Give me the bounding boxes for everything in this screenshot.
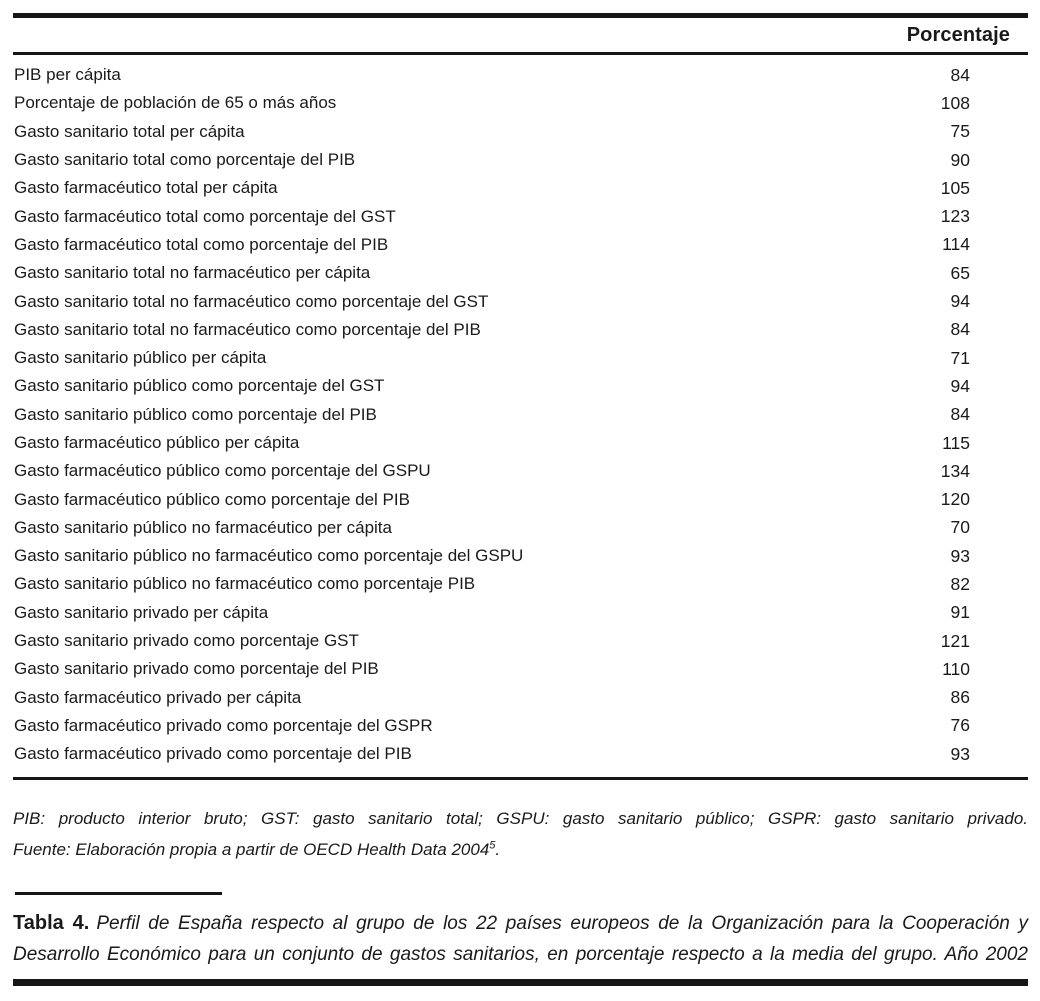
row-value: 71 xyxy=(950,347,970,368)
row-value: 94 xyxy=(950,291,970,312)
header-divider-rule xyxy=(13,52,1028,55)
table-row: Gasto farmacéutico público como porcenta… xyxy=(13,485,1028,513)
row-value: 90 xyxy=(950,149,970,170)
row-label: Gasto sanitario total como porcentaje de… xyxy=(14,150,356,170)
source-note-text: Fuente: Elaboración propia a partir de O… xyxy=(13,840,490,860)
row-value: 76 xyxy=(950,715,970,736)
row-label: Gasto sanitario privado como porcentaje … xyxy=(14,659,379,679)
row-label: Gasto sanitario total no farmacéutico co… xyxy=(14,291,489,311)
table-row: Gasto farmacéutico privado como porcenta… xyxy=(13,740,1028,768)
table-row: Gasto sanitario público no farmacéutico … xyxy=(13,570,1028,598)
row-value: 114 xyxy=(942,234,970,255)
table-row: Gasto farmacéutico público como porcenta… xyxy=(13,457,1028,485)
row-label: Gasto farmacéutico total como porcentaje… xyxy=(14,206,396,226)
table-row: Porcentaje de población de 65 o más años… xyxy=(13,89,1028,117)
row-value: 134 xyxy=(940,460,970,481)
table-row: Gasto sanitario privado como porcentaje … xyxy=(13,627,1028,655)
table-body: PIB per cápita 84 Porcentaje de població… xyxy=(13,55,1028,777)
table-row: Gasto sanitario total como porcentaje de… xyxy=(13,146,1028,174)
row-value: 84 xyxy=(950,319,970,340)
row-value: 110 xyxy=(942,658,970,679)
table-row: Gasto sanitario privado como porcentaje … xyxy=(13,655,1028,683)
row-label: Gasto sanitario privado per cápita xyxy=(14,602,269,622)
table-row: Gasto farmacéutico privado como porcenta… xyxy=(13,712,1028,740)
row-value: 91 xyxy=(950,602,970,623)
row-value: 65 xyxy=(950,262,970,283)
table-row: Gasto sanitario total per cápita 75 xyxy=(13,118,1028,146)
row-value: 120 xyxy=(940,489,970,510)
row-value: 93 xyxy=(950,545,970,566)
row-value: 75 xyxy=(950,121,970,142)
table-row: Gasto sanitario privado per cápita 91 xyxy=(13,599,1028,627)
table-row: Gasto sanitario público como porcentaje … xyxy=(13,401,1028,429)
row-label: Gasto sanitario público per cápita xyxy=(14,348,267,368)
table-footnotes: PIB: producto interior bruto; GST: gasto… xyxy=(13,803,1028,865)
caption-label: Tabla 4. xyxy=(13,912,90,935)
source-note: Fuente: Elaboración propia a partir de O… xyxy=(13,834,1028,865)
table-caption: Tabla 4. Perfil de España respecto al gru… xyxy=(13,908,1028,970)
row-value: 115 xyxy=(942,432,970,453)
row-value: 121 xyxy=(940,630,970,651)
row-label: Gasto farmacéutico privado como porcenta… xyxy=(14,744,412,764)
row-label: PIB per cápita xyxy=(14,65,121,85)
row-label: Gasto sanitario público como porcentaje … xyxy=(14,376,385,396)
row-label: Gasto farmacéutico total per cápita xyxy=(14,178,278,198)
table-row: Gasto farmacéutico total como porcentaje… xyxy=(13,202,1028,230)
row-value: 123 xyxy=(940,206,970,227)
row-value: 86 xyxy=(950,687,970,708)
table-row: Gasto sanitario público per cápita 71 xyxy=(13,344,1028,372)
row-label: Porcentaje de población de 65 o más años xyxy=(14,93,337,113)
row-label: Gasto sanitario público no farmacéutico … xyxy=(14,517,392,537)
row-label: Gasto farmacéutico público como porcenta… xyxy=(14,461,431,481)
table-row: Gasto sanitario público no farmacéutico … xyxy=(13,514,1028,542)
row-value: 82 xyxy=(950,573,970,594)
table-row: Gasto farmacéutico total como porcentaje… xyxy=(13,231,1028,259)
row-value: 70 xyxy=(950,517,970,538)
table-header-row: Porcentaje xyxy=(13,18,1028,52)
table-row: Gasto sanitario total no farmacéutico pe… xyxy=(13,259,1028,287)
page-bottom-bar xyxy=(13,979,1028,987)
table-row: Gasto sanitario público no farmacéutico … xyxy=(13,542,1028,570)
source-reference-superscript: 5 xyxy=(489,839,496,852)
row-value: 105 xyxy=(940,177,970,198)
row-label: Gasto farmacéutico público como porcenta… xyxy=(14,489,410,509)
source-note-period: . xyxy=(495,840,501,860)
row-label: Gasto sanitario público no farmacéutico … xyxy=(14,546,524,566)
table-block: Porcentaje PIB per cápita 84 Porcentaje … xyxy=(13,13,1028,987)
column-header-porcentaje: Porcentaje xyxy=(906,23,1010,46)
row-label: Gasto sanitario total no farmacéutico co… xyxy=(14,319,481,339)
caption-text: Perfil de España respecto al grupo de lo… xyxy=(13,913,1028,966)
row-label: Gasto farmacéutico público per cápita xyxy=(14,433,300,452)
row-label: Gasto sanitario total no farmacéutico pe… xyxy=(14,263,371,283)
table-row: Gasto farmacéutico total per cápita 105 xyxy=(13,174,1028,202)
row-label: Gasto farmacéutico privado como porcenta… xyxy=(14,715,433,735)
row-value: 84 xyxy=(950,404,970,425)
abbreviations-note: PIB: producto interior bruto; GST: gasto… xyxy=(13,809,1028,829)
table-bottom-rule xyxy=(13,777,1028,781)
caption-separator-rule xyxy=(15,892,222,896)
row-value: 108 xyxy=(940,92,970,113)
row-label: Gasto farmacéutico total como porcentaje… xyxy=(14,234,389,254)
row-value: 93 xyxy=(950,743,970,764)
table-row: Gasto farmacéutico privado per cápita 86 xyxy=(13,684,1028,712)
row-label: Gasto sanitario público no farmacéutico … xyxy=(14,574,476,594)
row-label: Gasto sanitario público como porcentaje … xyxy=(14,404,377,424)
table-row: Gasto sanitario total no farmacéutico co… xyxy=(13,287,1028,315)
row-label: Gasto sanitario total per cápita xyxy=(14,121,245,141)
row-label: Gasto farmacéutico privado per cápita xyxy=(14,687,302,707)
table-row: Gasto sanitario público como porcentaje … xyxy=(13,372,1028,400)
row-label: Gasto sanitario privado como porcentaje … xyxy=(14,631,359,651)
table-row: Gasto sanitario total no farmacéutico co… xyxy=(13,316,1028,344)
table-top-bar xyxy=(13,13,1028,18)
row-value: 84 xyxy=(950,64,970,85)
row-value: 94 xyxy=(950,375,970,396)
table-row: PIB per cápita 84 xyxy=(13,61,1028,89)
table-row: Gasto farmacéutico público per cápita 11… xyxy=(13,429,1028,457)
